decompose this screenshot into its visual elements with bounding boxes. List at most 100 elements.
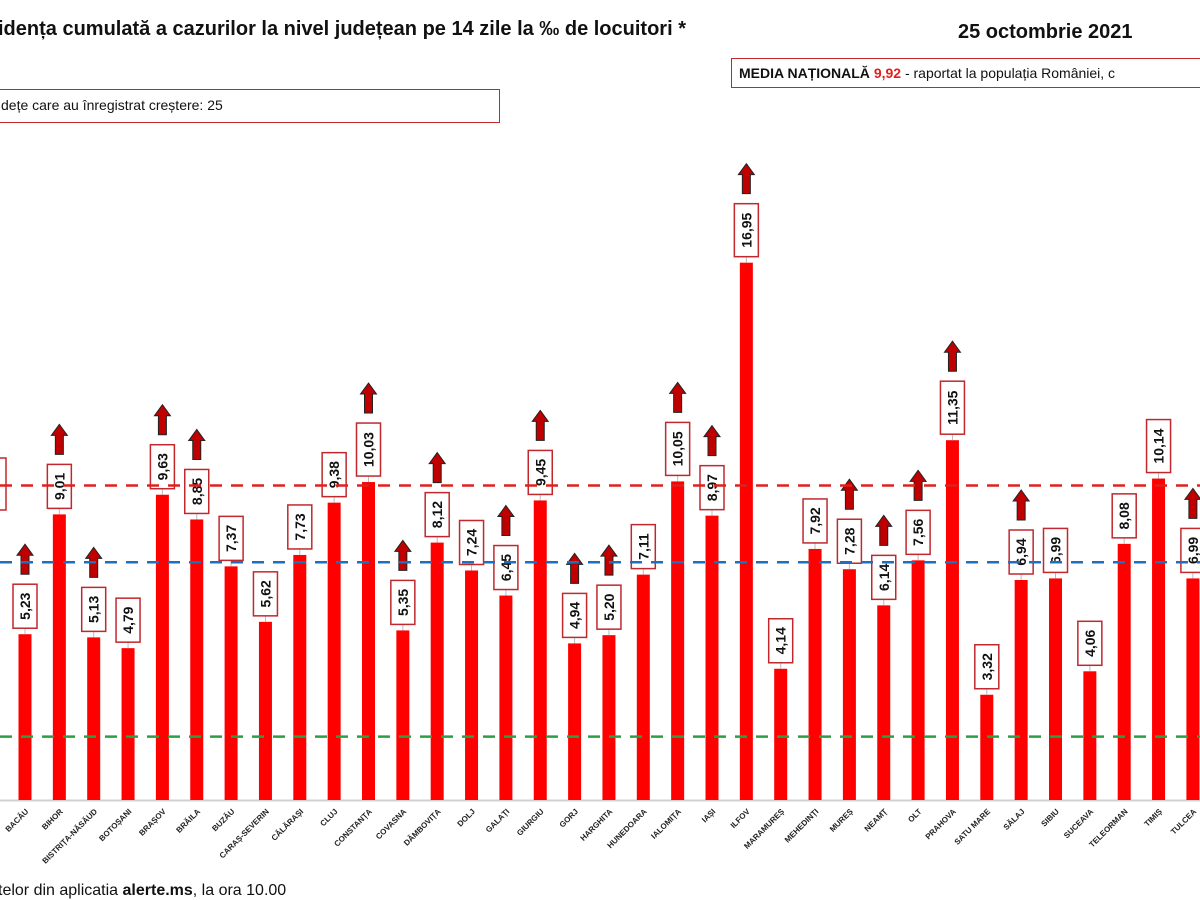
cropped-data-label	[0, 457, 7, 511]
data-label: 7,56	[910, 519, 926, 546]
category-label: SATU MARE	[953, 807, 993, 847]
category-label: BRAȘOV	[137, 807, 168, 838]
data-label-box	[1008, 529, 1034, 575]
data-label-box	[1145, 418, 1172, 474]
bar-5	[190, 519, 204, 800]
category-label: TIMIȘ	[1143, 807, 1165, 829]
data-label: 6,45	[498, 554, 514, 581]
increase-arrow-icon	[909, 469, 928, 501]
data-label: 6,99	[1185, 537, 1200, 564]
data-label: 6,99	[1048, 537, 1064, 564]
category-label: MEHEDINȚI	[783, 807, 820, 844]
data-label-box	[1111, 493, 1137, 539]
data-label: 4,14	[773, 627, 789, 654]
bar-14	[499, 595, 513, 800]
increase-arrow-icon	[668, 381, 687, 413]
data-label-box	[974, 644, 1000, 690]
data-label-box	[733, 202, 760, 258]
data-label-box	[390, 579, 416, 626]
bar-19	[671, 481, 685, 800]
report-date: 25 octombrie 2021	[958, 21, 1133, 43]
bar-12	[430, 542, 444, 800]
category-label: ILFOV	[729, 807, 752, 830]
data-label: 7,37	[223, 525, 239, 552]
data-label: 10,14	[1151, 428, 1167, 463]
increase-arrow-icon	[599, 544, 618, 576]
bar-26	[911, 560, 925, 800]
bar-32	[1117, 543, 1131, 800]
increase-arrow-icon	[840, 478, 859, 510]
increase-arrow-icon	[496, 504, 515, 537]
data-label: 8,97	[704, 474, 720, 501]
data-label-box	[664, 421, 691, 477]
data-label: 4,79	[120, 606, 136, 633]
national-average-value: 9,92	[873, 65, 902, 81]
bar-7	[258, 621, 272, 800]
data-label: 7,11	[635, 533, 651, 560]
category-label: PRAHOVA	[924, 807, 958, 841]
bar-15	[533, 500, 547, 800]
bar-16	[568, 643, 582, 800]
data-label-box	[939, 380, 966, 435]
bar-30	[1049, 578, 1062, 800]
chart-title: idența cumulată a cazurilor la nivel jud…	[0, 18, 686, 40]
data-label-box	[527, 449, 553, 496]
footnote: telor din aplicatia alerte.ms, la ora 10…	[0, 882, 286, 900]
national-average-note: - raportat la populația României, c	[901, 65, 1116, 81]
data-label-box	[1077, 620, 1103, 667]
data-label-box	[493, 544, 519, 591]
data-label: 5,20	[601, 593, 617, 620]
increase-arrow-icon	[943, 340, 962, 372]
category-label: SĂLAJ	[1002, 807, 1027, 832]
data-label: 16,95	[738, 212, 754, 247]
bar-17	[602, 635, 616, 800]
data-label-box	[767, 618, 794, 664]
data-label: 9,01	[51, 473, 67, 500]
data-label-box	[321, 451, 347, 498]
data-label-box	[905, 509, 931, 556]
data-label-box	[12, 583, 38, 629]
bar-18	[636, 574, 650, 800]
data-label: 4,06	[1082, 629, 1098, 656]
bar-9	[327, 502, 341, 800]
increase-arrow-icon	[50, 423, 69, 455]
bar-10	[362, 482, 375, 800]
bar-31	[1083, 671, 1097, 800]
category-label: GIURGIU	[515, 807, 546, 838]
increase-counter-box: dețe care au înregistrat creștere: 25	[0, 89, 500, 123]
increase-arrow-icon	[1012, 489, 1031, 521]
category-label: GORJ	[558, 807, 580, 829]
data-label-box	[355, 422, 382, 477]
increase-arrow-icon	[393, 539, 412, 571]
bar-13	[465, 570, 479, 800]
data-label: 4,94	[567, 602, 583, 629]
bar-33	[1152, 478, 1166, 800]
category-label: CĂLĂRAȘI	[270, 807, 306, 843]
data-label: 7,92	[807, 507, 823, 534]
national-average-box: MEDIA NAȚIONALĂ 9,92 - raportat la popul…	[731, 58, 1200, 88]
bar-24	[842, 569, 856, 800]
data-label-box	[149, 443, 176, 490]
data-label: 10,05	[670, 431, 686, 466]
category-label: GALAȚI	[484, 807, 511, 834]
data-label-box	[458, 519, 485, 566]
category-label: DÂMBOVIȚA	[402, 807, 443, 848]
bar-34	[1186, 578, 1200, 800]
category-label: BUZĂU	[210, 807, 236, 833]
category-label: BACĂU	[4, 807, 31, 834]
data-label-box	[1042, 527, 1069, 574]
bar-8	[293, 554, 307, 800]
bar-4	[155, 494, 169, 800]
bar-25	[877, 605, 891, 800]
data-label-box	[218, 515, 244, 562]
bar-6	[224, 566, 238, 800]
bar-20	[705, 515, 719, 800]
data-label-box	[80, 586, 107, 633]
category-label: TULCEA	[1169, 807, 1198, 836]
data-label: 9,63	[154, 453, 170, 480]
category-label: COVASNA	[374, 807, 408, 841]
bar-28	[980, 694, 994, 800]
data-label: 6,94	[1013, 538, 1029, 565]
footnote-time: , la ora 10.00	[192, 882, 287, 899]
data-label: 9,38	[326, 461, 342, 488]
